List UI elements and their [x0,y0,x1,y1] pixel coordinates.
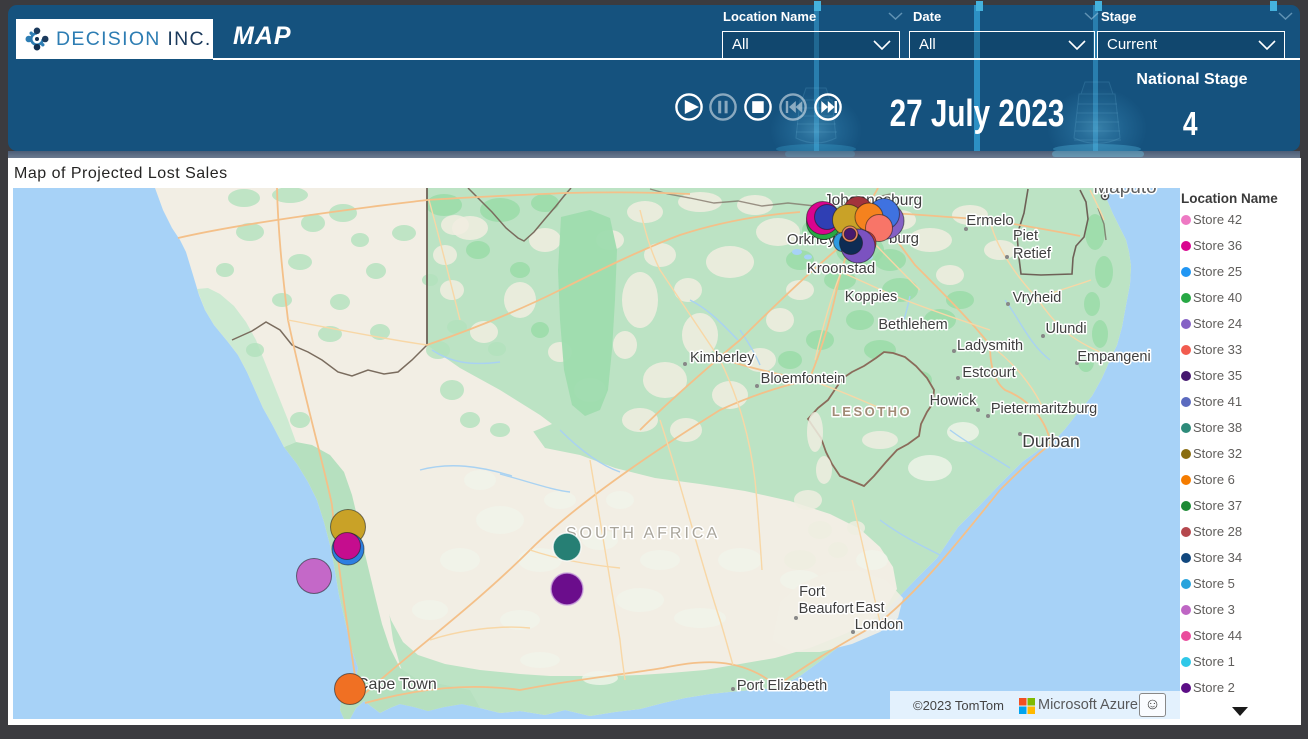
svg-text:Maputo: Maputo [1093,188,1156,198]
svg-text:Retief: Retief [1013,246,1052,262]
svg-text:Port Elizabeth: Port Elizabeth [737,678,827,694]
svg-text:LESOTHO: LESOTHO [832,404,912,419]
svg-text:Ermelo: Ermelo [966,212,1014,229]
svg-text:Durban: Durban [1022,431,1079,451]
svg-text:Ladysmith: Ladysmith [957,338,1023,354]
svg-text:Bethlehem: Bethlehem [878,317,947,333]
svg-text:Beaufort: Beaufort [799,601,854,617]
svg-text:Empangeni: Empangeni [1077,349,1150,365]
svg-text:Fort: Fort [799,584,825,600]
svg-text:Bloemfontein: Bloemfontein [761,371,846,387]
svg-text:Kimberley: Kimberley [690,350,755,366]
svg-text:Ulundi: Ulundi [1045,321,1086,337]
svg-text:Koppies: Koppies [845,289,897,305]
svg-text:Estcourt: Estcourt [962,365,1015,381]
svg-text:Pietermaritzburg: Pietermaritzburg [991,401,1097,417]
svg-text:London: London [855,617,903,633]
svg-text:SOUTH AFRICA: SOUTH AFRICA [566,525,720,542]
svg-text:Howick: Howick [930,393,977,409]
svg-text:East: East [855,600,884,616]
svg-text:Vryheid: Vryheid [1013,290,1062,306]
svg-text:Kroonstad: Kroonstad [807,260,875,277]
svg-text:Piet: Piet [1013,228,1038,244]
svg-text:Cape Town: Cape Town [357,676,437,693]
